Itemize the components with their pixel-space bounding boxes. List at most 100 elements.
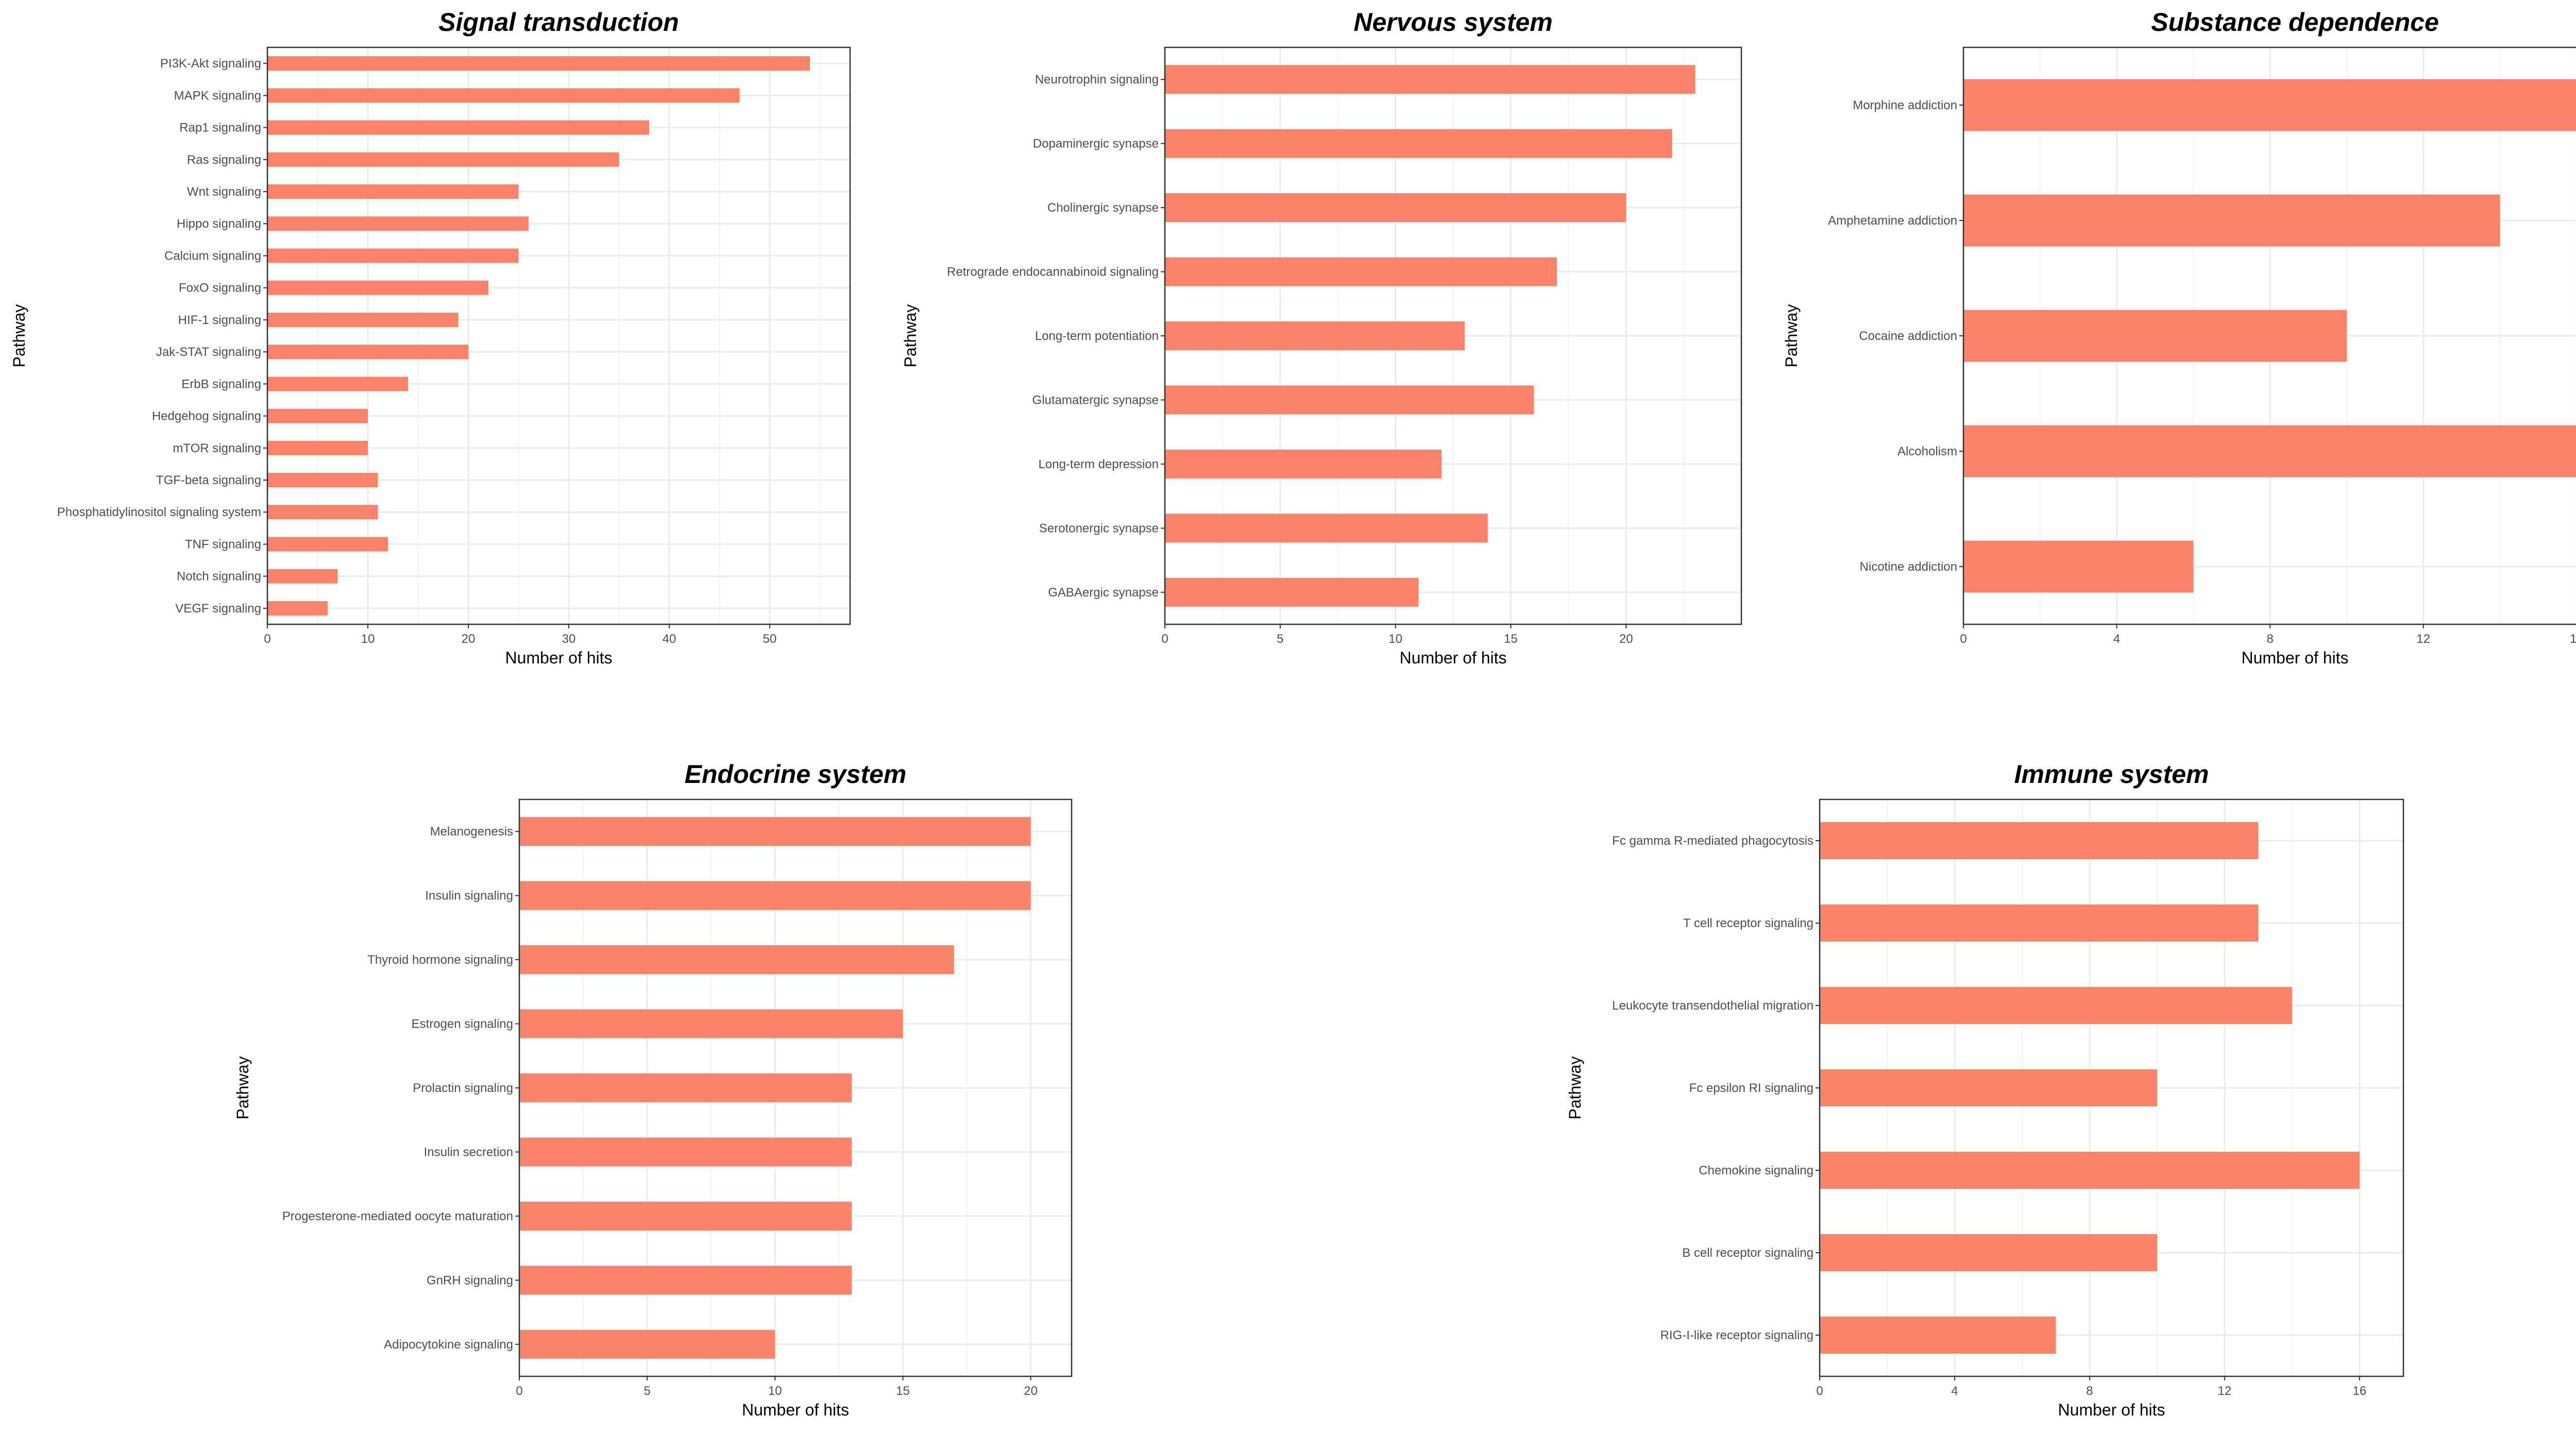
bar-vegf-signaling (267, 601, 328, 616)
y-tick-label: VEGF signaling (175, 602, 261, 616)
x-tick-label: 12 (2416, 632, 2430, 646)
x-tick-label: 5 (1277, 632, 1283, 646)
x-tick-label: 40 (663, 632, 676, 646)
bar-b-cell-receptor-signaling (1820, 1234, 2157, 1271)
bar-phosphatidylinositol-signaling-system (267, 505, 378, 520)
y-tick-label: Melanogenesis (430, 825, 513, 839)
bar-long-term-depression (1165, 449, 1442, 479)
x-tick-label: 50 (763, 632, 777, 646)
chart-title: Substance dependence (2151, 8, 2439, 37)
y-tick-label: TGF-beta signaling (156, 473, 261, 487)
y-axis-title: Pathway (1566, 1056, 1584, 1120)
x-tick-label: 10 (1388, 632, 1402, 646)
bar-melanogenesis (519, 817, 1031, 846)
bar-thyroid-hormone-signaling (519, 945, 954, 975)
bar-retrograde-endocannabinoid-signaling (1165, 257, 1557, 286)
y-tick-label: Cocaine addiction (1859, 329, 1957, 343)
bar-glutamatergic-synapse (1165, 385, 1534, 415)
bar-tgf-beta-signaling (267, 473, 378, 487)
y-tick-label: FoxO signaling (179, 281, 261, 295)
chart-svg-signal-transduction: Signal transduction PI3K-Akt signaling MAP… (10, 8, 851, 667)
y-axis-title: Pathway (901, 304, 920, 368)
y-tick-label: mTOR signaling (173, 441, 261, 455)
bar-gnrh-signaling (519, 1266, 852, 1295)
y-tick-label: HIF-1 signaling (178, 313, 261, 327)
y-tick-label: Insulin secretion (424, 1145, 513, 1159)
chart-signal-transduction: Signal transduction PI3K-Akt signaling MAP… (0, 0, 876, 690)
x-tick-label: 16 (2353, 1384, 2367, 1398)
bar-erbb-signaling (267, 377, 408, 391)
y-tick-label: GABAergic synapse (1048, 586, 1159, 600)
x-tick-label: 0 (1960, 632, 1967, 646)
x-tick-label: 4 (2113, 632, 2120, 646)
bar-morphine-addiction (1963, 79, 2576, 131)
x-axis-title: Number of hits (2058, 1401, 2165, 1419)
bar-tnf-signaling (267, 537, 388, 552)
y-axis-title: Pathway (10, 304, 28, 368)
y-tick-label: Chemokine signaling (1699, 1164, 1814, 1178)
y-tick-label: Thyroid hormone signaling (367, 953, 513, 967)
chart-title: Signal transduction (438, 8, 679, 37)
x-axis-title: Number of hits (742, 1401, 849, 1419)
bar-estrogen-signaling (519, 1009, 903, 1038)
bar-hif-1-signaling (267, 312, 459, 327)
y-tick-label: RIG-I-like receptor signaling (1660, 1328, 1814, 1342)
bar-wnt-signaling (267, 184, 519, 199)
y-tick-label: Adipocytokine signaling (384, 1338, 513, 1352)
y-tick-label: Wnt signaling (187, 185, 261, 199)
x-tick-label: 0 (516, 1384, 522, 1398)
chart-nervous-system: Nervous system Neurotrophin signaling Dopa… (886, 0, 1752, 690)
chart-svg-nervous-system: Nervous system Neurotrophin signaling Dopa… (901, 8, 1742, 667)
bar-leukocyte-transendothelial-migration (1820, 987, 2292, 1024)
y-tick-label: Hippo signaling (177, 217, 261, 231)
chart-title: Immune system (2014, 760, 2209, 789)
chart-title: Endocrine system (685, 760, 907, 789)
bar-ras-signaling (267, 152, 619, 167)
y-tick-label: Fc gamma R-mediated phagocytosis (1612, 834, 1814, 848)
y-tick-label: T cell receptor signaling (1683, 916, 1814, 930)
x-tick-label: 8 (2266, 632, 2273, 646)
y-tick-label: Fc epsilon RI signaling (1689, 1081, 1814, 1095)
bar-adipocytokine-signaling (519, 1329, 775, 1359)
y-tick-label: Amphetamine addiction (1828, 214, 1957, 228)
y-tick-label: MAPK signaling (174, 89, 261, 103)
bar-notch-signaling (267, 569, 338, 584)
bar-fc-epsilon-ri-signaling (1820, 1069, 2157, 1106)
y-axis-title: Pathway (233, 1056, 252, 1120)
bar-insulin-secretion (519, 1137, 852, 1167)
bar-calcium-signaling (267, 248, 519, 263)
chart-svg-endocrine-system: Endocrine system Melanogenesis Insulin sig… (233, 760, 1073, 1419)
bar-insulin-signaling (519, 881, 1031, 910)
y-tick-label: Morphine addiction (1853, 98, 1957, 112)
plot-area (267, 47, 850, 624)
chart-substance-dependence: Substance dependence Morphine addiction Am… (1762, 0, 2576, 690)
x-tick-label: 20 (1619, 632, 1633, 646)
chart-immune-system: Immune system Fc gamma R-mediated phagocy… (1546, 752, 2421, 1433)
chart-svg-immune-system: Immune system Fc gamma R-mediated phagocy… (1566, 760, 2404, 1419)
y-tick-label: Hedgehog signaling (152, 410, 261, 423)
x-tick-label: 20 (1024, 1384, 1038, 1398)
y-tick-label: Nicotine addiction (1860, 560, 1957, 574)
x-axis-title: Number of hits (505, 649, 612, 667)
bar-cocaine-addiction (1963, 310, 2347, 362)
x-tick-label: 16 (2570, 632, 2576, 646)
y-tick-label: Estrogen signaling (412, 1017, 513, 1031)
y-tick-label: Notch signaling (177, 570, 261, 584)
bar-neurotrophin-signaling (1165, 65, 1696, 94)
bar-foxo-signaling (267, 280, 488, 295)
x-tick-label: 0 (264, 632, 270, 646)
y-tick-label: Retrograde endocannabinoid signaling (947, 265, 1159, 279)
x-tick-label: 15 (896, 1384, 910, 1398)
y-tick-label: PI3K-Akt signaling (160, 57, 261, 71)
x-tick-label: 8 (2086, 1384, 2093, 1398)
y-tick-label: Ras signaling (187, 153, 261, 167)
x-axis-title: Number of hits (2241, 649, 2348, 667)
bar-fc-gamma-r-mediated-phagocytosis (1820, 822, 2259, 859)
y-tick-label: Dopaminergic synapse (1033, 137, 1159, 151)
bar-pi3k-akt-signaling (267, 56, 810, 71)
y-tick-label: Prolactin signaling (413, 1081, 513, 1095)
bar-jak-stat-signaling (267, 345, 468, 360)
bar-nicotine-addiction (1963, 540, 2194, 593)
bar-amphetamine-addiction (1963, 194, 2500, 247)
y-tick-label: ErbB signaling (181, 377, 261, 391)
